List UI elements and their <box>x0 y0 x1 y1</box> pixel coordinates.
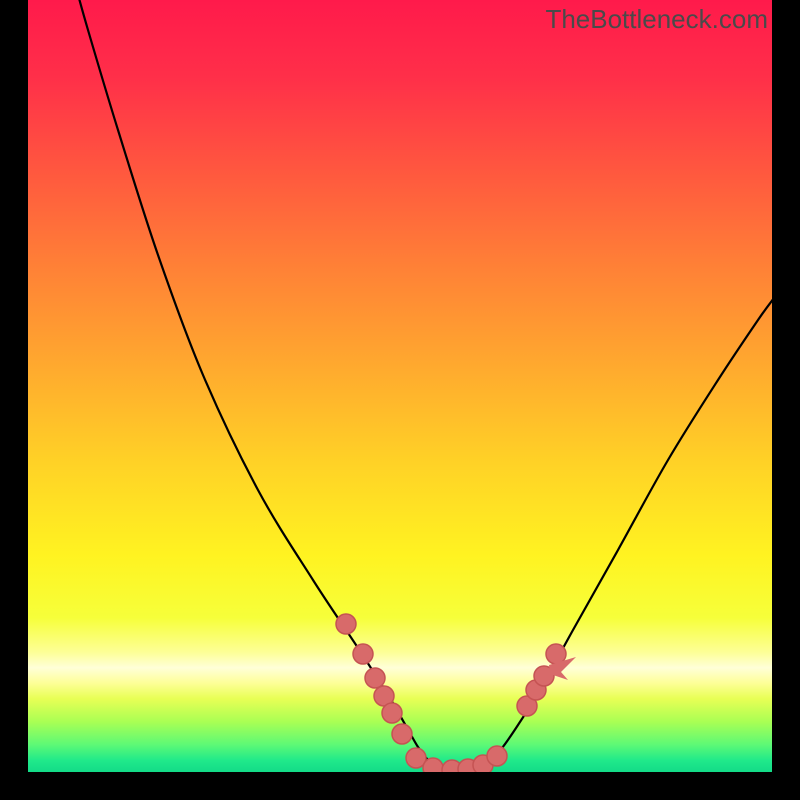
bottleneck-curve <box>74 0 772 770</box>
data-marker <box>392 724 412 744</box>
data-marker <box>365 668 385 688</box>
data-marker <box>336 614 356 634</box>
plot-area <box>28 0 772 772</box>
data-marker <box>487 746 507 766</box>
chart-svg <box>28 0 772 772</box>
frame-bottom <box>0 772 800 800</box>
marker-group <box>336 614 566 772</box>
data-marker <box>382 703 402 723</box>
data-marker <box>423 758 443 772</box>
frame-right <box>772 0 800 800</box>
data-marker <box>353 644 373 664</box>
frame-left <box>0 0 28 800</box>
watermark-text: TheBottleneck.com <box>545 4 768 35</box>
